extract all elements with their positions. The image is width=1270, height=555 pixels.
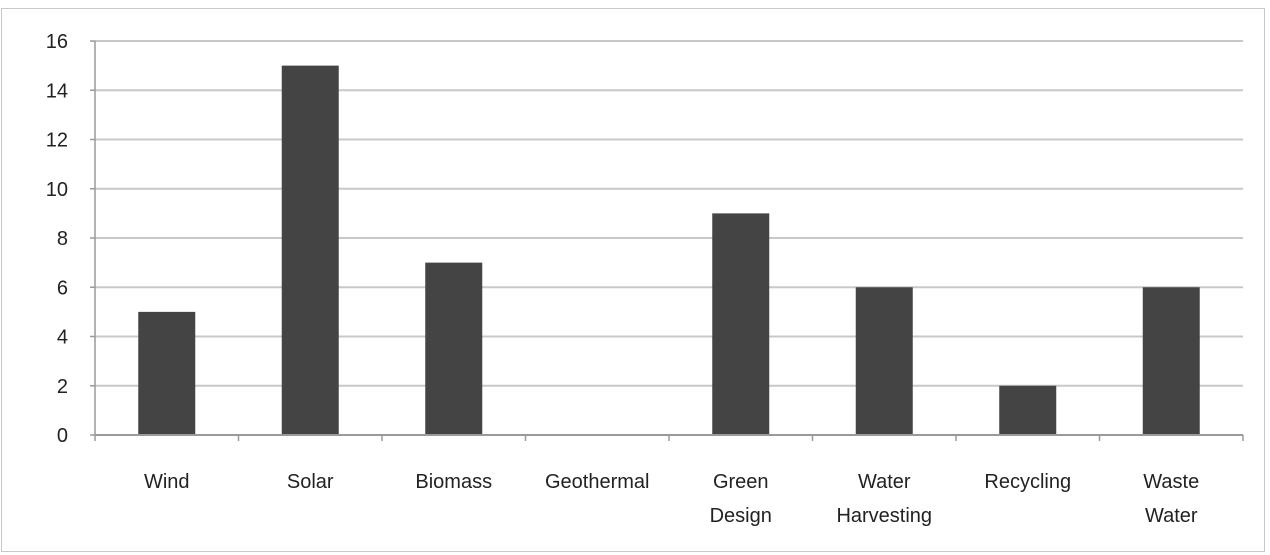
axes <box>90 40 1244 441</box>
y-tick-labels: 0 2 4 6 8 10 12 14 16 <box>46 31 68 447</box>
category-label: Wind <box>144 471 190 493</box>
category-label: Solar <box>287 471 334 493</box>
category-label: Green Design <box>710 471 772 527</box>
y-tick-label: 12 <box>46 130 68 152</box>
gridlines <box>95 40 1243 387</box>
category-label-line: Water <box>858 471 911 493</box>
category-label: Waste Water <box>1143 471 1199 527</box>
bar <box>1142 287 1200 435</box>
category-label-line: Water <box>1145 505 1198 527</box>
category-labels: Wind Solar Biomass Geothermal Green Design Wat… <box>144 471 1199 527</box>
y-tick-label: 4 <box>57 327 68 349</box>
chart-frame <box>1 8 1265 552</box>
y-tick-label: 8 <box>57 228 68 250</box>
bar <box>138 311 196 435</box>
category-label: Geothermal <box>545 471 650 493</box>
bar <box>855 287 913 435</box>
y-tick-label: 2 <box>57 376 68 398</box>
bar <box>425 262 483 435</box>
bars <box>138 65 1200 435</box>
category-label: Water Harvesting <box>836 471 932 527</box>
category-label-line: Recycling <box>984 471 1071 493</box>
bar <box>999 385 1057 435</box>
category-label-line: Design <box>710 505 772 527</box>
category-label-line: Waste <box>1143 471 1199 493</box>
category-label-line: Geothermal <box>545 471 650 493</box>
y-tick-label: 16 <box>46 31 68 53</box>
y-tick-label: 6 <box>57 277 68 299</box>
bar <box>281 65 339 435</box>
category-label: Biomass <box>415 471 492 493</box>
category-label-line: Harvesting <box>836 505 932 527</box>
y-tick-label: 10 <box>46 179 68 201</box>
bar <box>712 213 770 435</box>
category-label-line: Solar <box>287 471 334 493</box>
category-label-line: Biomass <box>415 471 492 493</box>
y-tick-label: 14 <box>46 80 68 102</box>
y-tick-label: 0 <box>57 425 68 447</box>
category-label-line: Wind <box>144 471 190 493</box>
category-label-line: Green <box>713 471 769 493</box>
category-label: Recycling <box>984 471 1071 493</box>
